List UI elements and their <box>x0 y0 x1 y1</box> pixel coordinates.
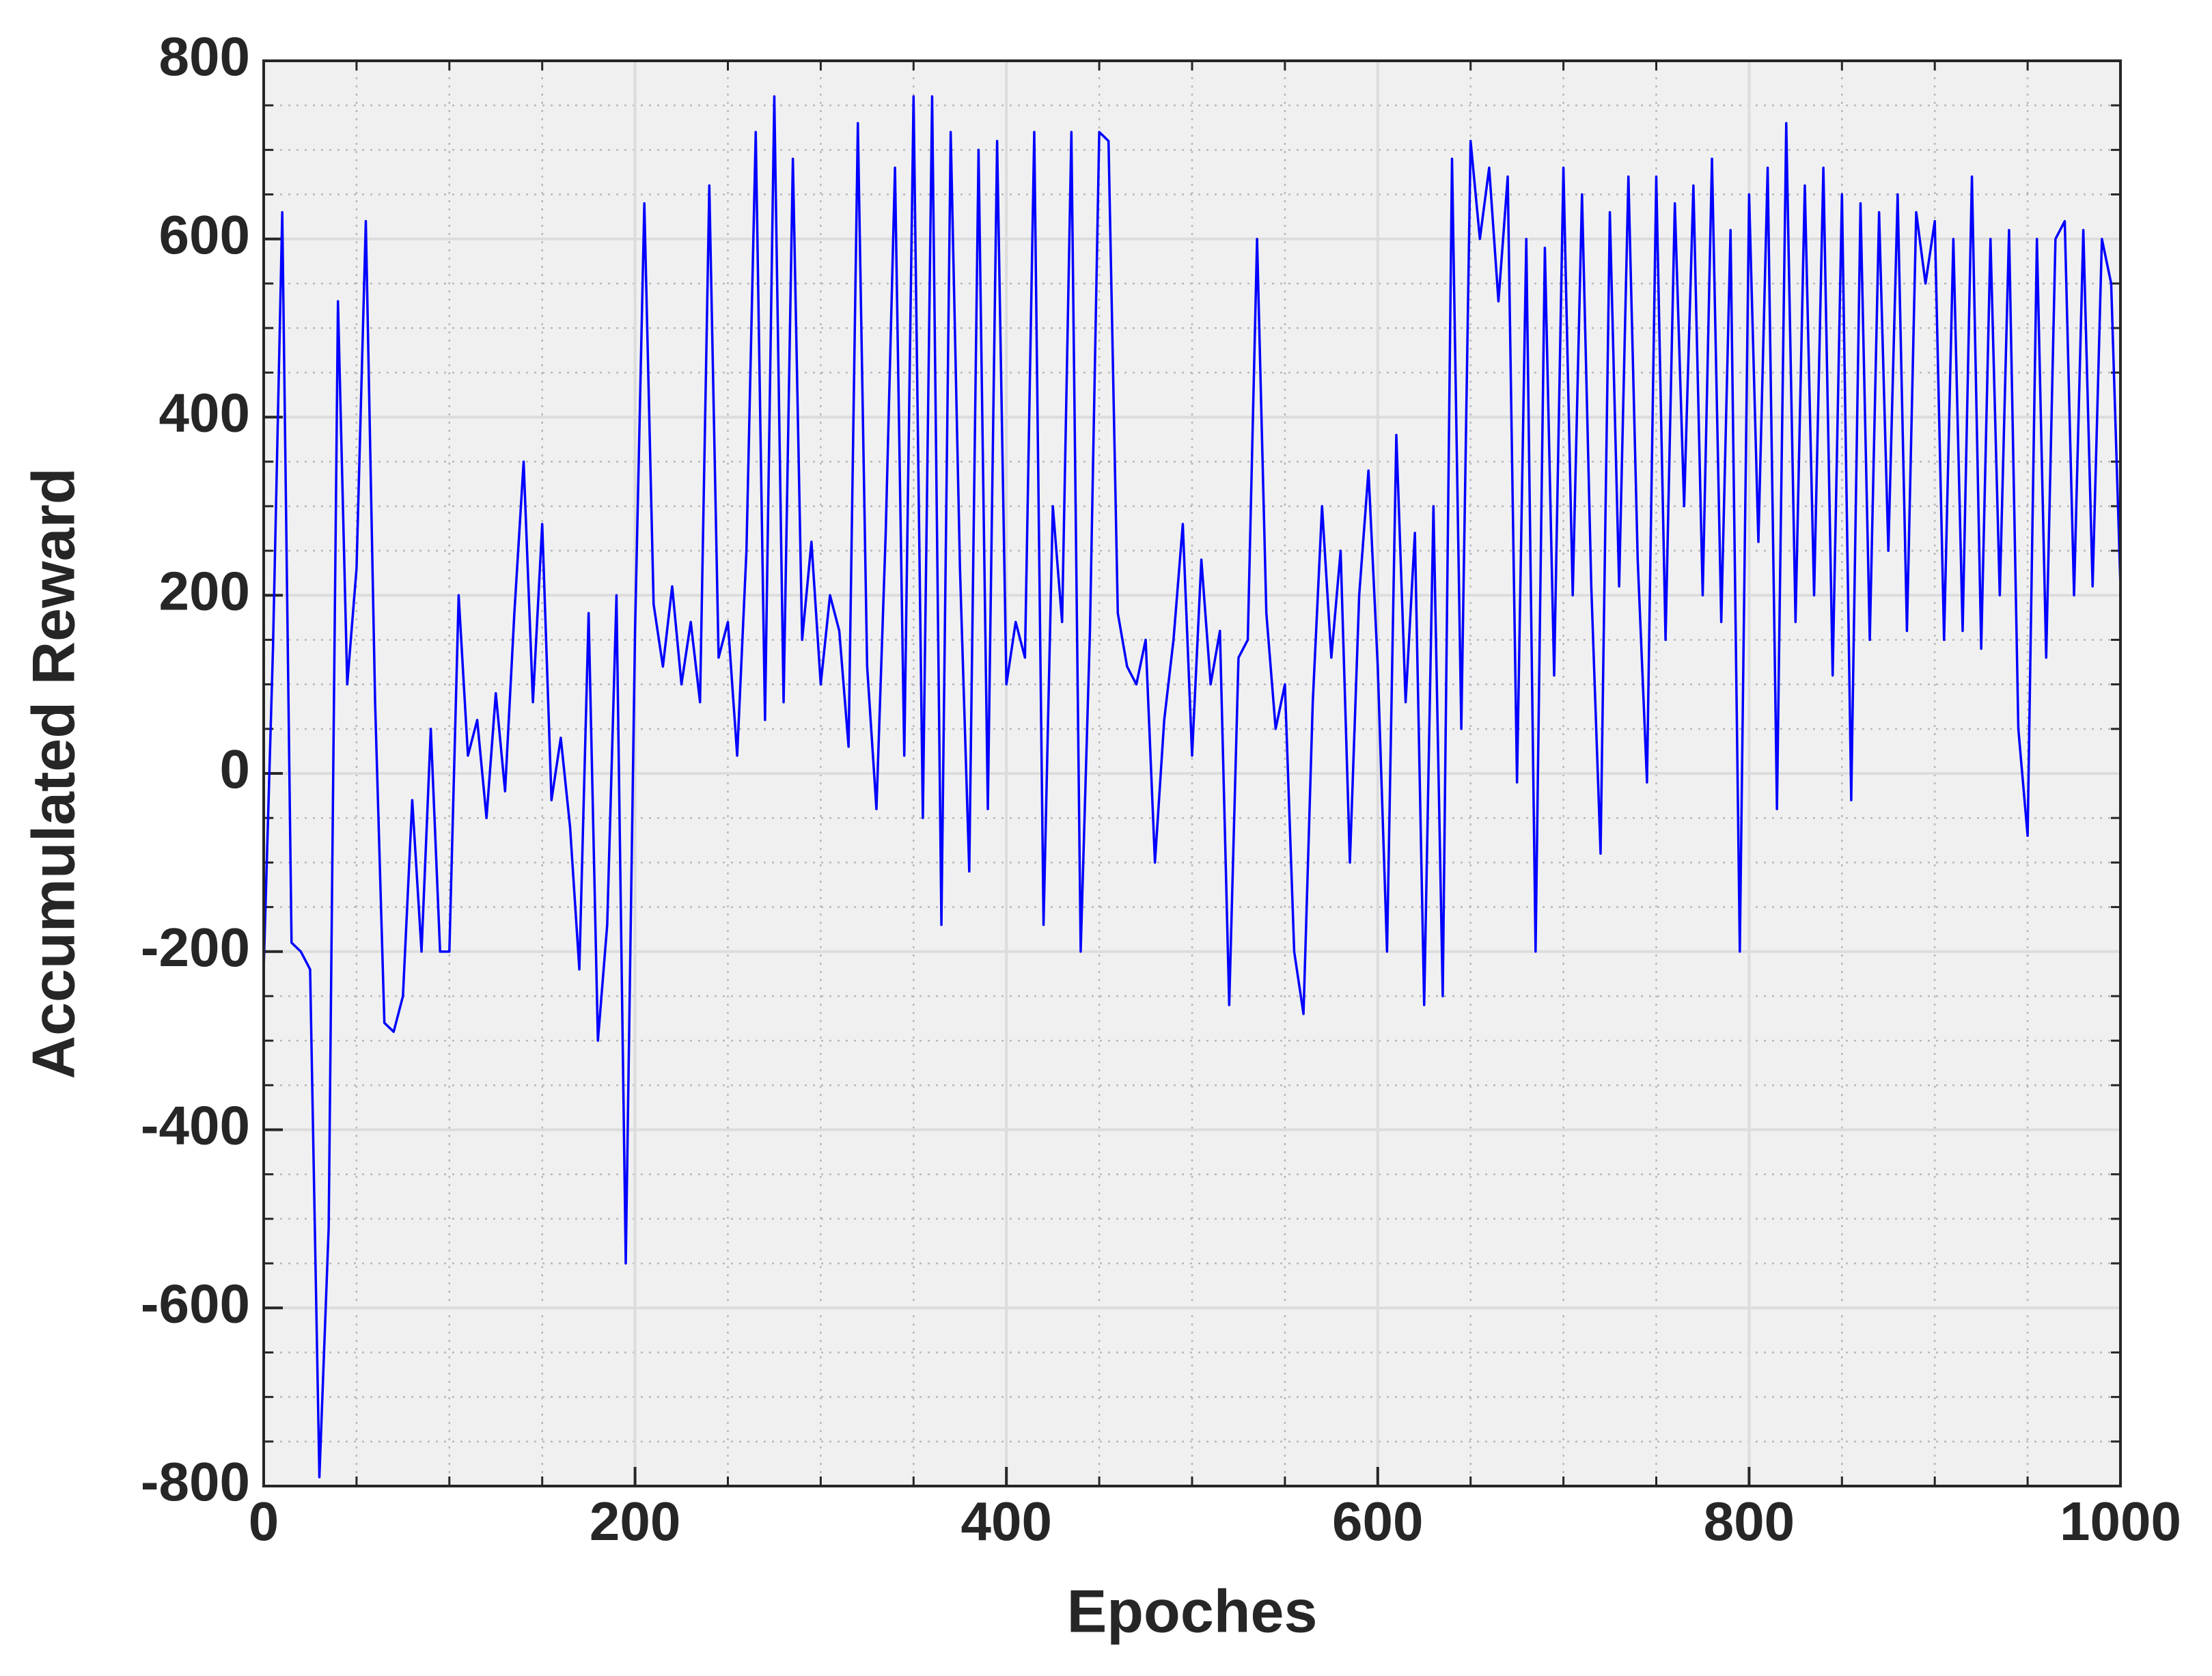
y-axis-title: Accumulated Reward <box>19 468 87 1080</box>
marks <box>262 95 2122 1479</box>
y-tick-label: -600 <box>141 1273 250 1334</box>
x-tick-label: 800 <box>1704 1491 1795 1552</box>
x-tick-label: 400 <box>960 1491 1051 1552</box>
x-tick-label: 1000 <box>2060 1491 2181 1552</box>
x-tick-label: 0 <box>249 1491 279 1552</box>
x-tick-label: 600 <box>1332 1491 1423 1552</box>
y-tick-label: 600 <box>159 204 250 265</box>
x-axis-title: Epoches <box>1067 1577 1318 1645</box>
y-tick-label: -200 <box>141 917 250 978</box>
plot-frame <box>262 59 2122 1487</box>
y-tick-label: -800 <box>141 1451 250 1512</box>
y-tick-label: 400 <box>159 383 250 443</box>
labels: 0 200 400 600 800 1000 -800 -600 -400 -200 0 200 400… <box>141 26 2181 1552</box>
y-tick-label: 200 <box>159 560 250 621</box>
y-tick-label: 0 <box>220 739 251 799</box>
y-tick-label: 800 <box>159 26 250 87</box>
y-tick-label: -400 <box>141 1095 250 1156</box>
data-line <box>262 95 2122 1479</box>
x-tick-label: 200 <box>590 1491 680 1552</box>
